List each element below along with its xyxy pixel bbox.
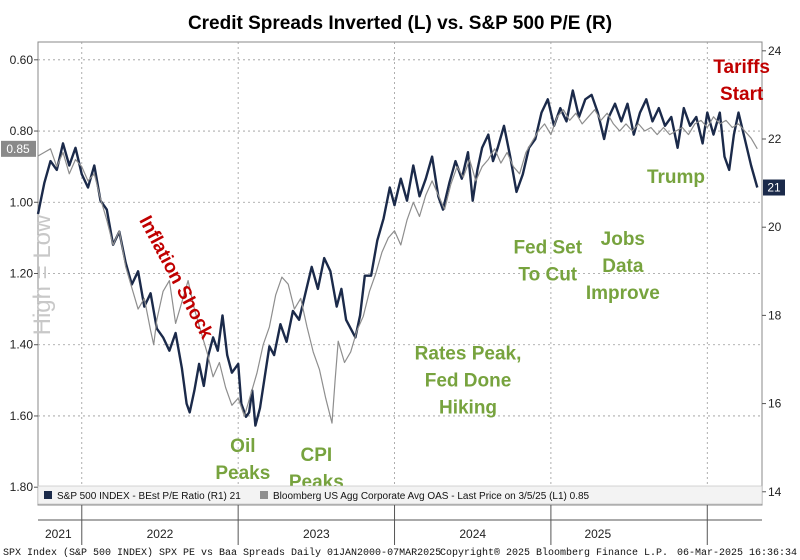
grid bbox=[37, 41, 763, 506]
annotation-line: Start bbox=[720, 84, 764, 105]
left-axis-label: High = Low bbox=[29, 214, 56, 335]
legend: S&P 500 INDEX - BEst P/E Ratio (R1) 21 B… bbox=[37, 485, 763, 505]
series-line-oas bbox=[37, 109, 758, 424]
annotation-line: Hiking bbox=[439, 397, 497, 418]
annotation-line: Data bbox=[602, 256, 644, 277]
x-year-label: 2023 bbox=[303, 527, 330, 541]
annotation-line: Oil bbox=[230, 436, 255, 457]
left-tick-label: 1.20 bbox=[10, 267, 34, 281]
annotation-line: Rates Peak, bbox=[415, 343, 522, 364]
right-tick-label: 16 bbox=[768, 397, 782, 411]
annotation-line: Fed Done bbox=[425, 370, 512, 391]
series bbox=[36, 89, 759, 427]
footer-center: Copyright® 2025 Bloomberg Finance L.P. bbox=[440, 547, 668, 559]
annotation-line: Peaks bbox=[215, 463, 270, 484]
x-year-label: 2025 bbox=[584, 527, 611, 541]
x-year-label: 2024 bbox=[459, 527, 486, 541]
x-year-label: 2021 bbox=[45, 527, 72, 541]
legend-oas-value: 0.85 bbox=[570, 491, 590, 502]
annotation-line: Fed Set bbox=[513, 238, 582, 259]
annotation: Oil Peaks bbox=[215, 436, 270, 484]
footer: SPX Index (S&P 500 INDEX) SPX PE vs Baa … bbox=[3, 547, 797, 559]
legend-label-oas: Bloomberg US Agg Corporate Avg OAS - Las… bbox=[273, 491, 590, 502]
left-tick-label: 0.80 bbox=[10, 124, 34, 138]
annotation-line: To Cut bbox=[518, 265, 577, 286]
left-tick-label: 1.60 bbox=[10, 409, 34, 423]
left-tick-label: 1.80 bbox=[10, 480, 34, 494]
right-tick-label: 22 bbox=[768, 132, 782, 146]
legend-label-pe: S&P 500 INDEX - BEst P/E Ratio (R1) 21 bbox=[57, 491, 241, 502]
annotation-line: Jobs bbox=[601, 229, 645, 250]
right-value-badge bbox=[763, 179, 785, 196]
annotation: Trump bbox=[647, 167, 705, 188]
legend-pe-value: 21 bbox=[230, 491, 242, 502]
right-tick-label: 18 bbox=[768, 308, 782, 322]
chart-title: Credit Spreads Inverted (L) vs. S&P 500 … bbox=[188, 13, 612, 34]
annotation: Tariffs Start bbox=[713, 57, 770, 105]
annotation-line: Tariffs bbox=[713, 57, 770, 78]
annotation: Rates Peak, Fed Done Hiking bbox=[415, 343, 522, 418]
left-tick-label: 0.60 bbox=[10, 53, 34, 67]
left-value-badge-label: 0.85 bbox=[6, 142, 30, 156]
x-year-label: 2022 bbox=[147, 527, 174, 541]
legend-pe-name: S&P 500 INDEX - BEst P/E Ratio (R1) bbox=[57, 491, 227, 502]
annotation: Fed Set To Cut bbox=[513, 238, 582, 286]
legend-oas-name: Bloomberg US Agg Corporate Avg OAS - Las… bbox=[273, 491, 567, 502]
right-tick-label: 14 bbox=[768, 485, 782, 499]
legend-swatch-pe bbox=[44, 491, 52, 499]
right-tick-label: 24 bbox=[768, 44, 782, 58]
footer-right: 06-Mar-2025 16:36:34 bbox=[677, 548, 797, 559]
annotation: Jobs Data Improve bbox=[586, 229, 660, 304]
series-line-pe bbox=[36, 89, 759, 427]
legend-box bbox=[37, 485, 763, 505]
axes: 0.600.801.001.201.401.601.80 141618202224… bbox=[1, 44, 785, 545]
left-tick-label: 1.40 bbox=[10, 338, 34, 352]
annotation-line: Trump bbox=[647, 167, 705, 188]
left-value-badge bbox=[1, 140, 36, 157]
legend-swatch-oas bbox=[260, 491, 268, 499]
footer-left: SPX Index (S&P 500 INDEX) SPX PE vs Baa … bbox=[3, 547, 441, 559]
annotation-line: CPI bbox=[300, 445, 332, 466]
left-axis-watermark: High = Low bbox=[29, 214, 56, 335]
annotation-line: Improve bbox=[586, 283, 660, 304]
right-value-badge-label: 21 bbox=[767, 181, 781, 195]
left-tick-label: 1.00 bbox=[10, 195, 34, 209]
right-tick-label: 20 bbox=[768, 220, 782, 234]
